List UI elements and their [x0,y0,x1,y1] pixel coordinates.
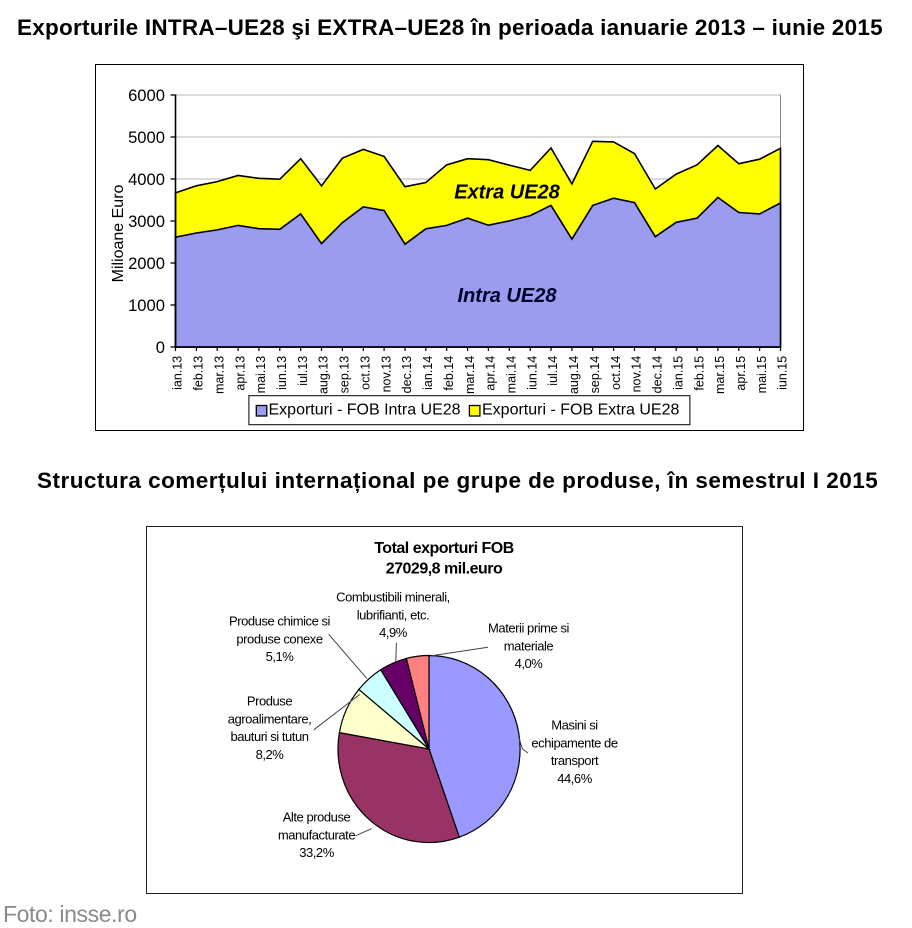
svg-text:ian.14: ian.14 [421,356,435,390]
svg-text:apr.13: apr.13 [233,356,247,391]
svg-text:1000: 1000 [128,296,165,315]
svg-text:Intra UE28: Intra UE28 [458,285,558,307]
svg-text:feb.14: feb.14 [442,356,456,391]
svg-text:mar.14: mar.14 [463,356,477,394]
svg-text:4,0%: 4,0% [515,656,544,671]
svg-text:ian.13: ian.13 [171,356,185,390]
svg-text:Extra UE28: Extra UE28 [454,182,560,204]
svg-text:mai.13: mai.13 [254,356,268,394]
svg-text:2000: 2000 [128,254,165,273]
svg-text:echipamente de: echipamente de [531,735,617,750]
svg-text:Combustibili minerali,: Combustibili minerali, [336,590,450,605]
svg-text:Milioane Euro: Milioane Euro [110,184,127,282]
svg-text:apr.14: apr.14 [484,356,498,391]
svg-text:mar.13: mar.13 [212,356,226,394]
svg-text:33,2%: 33,2% [299,845,335,860]
svg-text:Total exporturi FOB: Total exporturi FOB [374,540,514,557]
svg-text:aug.14: aug.14 [567,356,581,394]
svg-text:0: 0 [156,338,165,357]
svg-text:dec.13: dec.13 [400,356,414,394]
svg-text:3000: 3000 [128,212,165,231]
svg-text:nov.14: nov.14 [630,356,644,393]
svg-text:nov.13: nov.13 [379,356,393,393]
svg-text:44,6%: 44,6% [557,771,593,786]
svg-text:feb.13: feb.13 [192,356,206,391]
svg-text:iun.15: iun.15 [776,356,790,390]
svg-text:agroalimentare,: agroalimentare, [228,711,312,726]
svg-text:27029,8 mil.euro: 27029,8 mil.euro [386,561,503,578]
svg-text:manufacturate: manufacturate [278,827,355,842]
svg-text:iul.14: iul.14 [546,356,560,386]
svg-text:Masini si: Masini si [551,718,598,733]
svg-text:6000: 6000 [128,86,165,105]
svg-text:mai.15: mai.15 [755,356,769,394]
svg-text:materiale: materiale [504,638,554,653]
svg-text:5000: 5000 [128,128,165,147]
svg-text:iun.13: iun.13 [275,356,289,390]
svg-text:4,9%: 4,9% [379,625,408,640]
svg-text:8,2%: 8,2% [256,747,285,762]
svg-text:produse conexe: produse conexe [236,631,322,646]
svg-text:feb.15: feb.15 [692,356,706,391]
svg-text:sep.13: sep.13 [338,356,352,394]
svg-text:transport: transport [551,753,599,768]
svg-text:mai.14: mai.14 [505,356,519,394]
svg-text:Materii prime si: Materii prime si [488,621,569,636]
svg-text:iun.14: iun.14 [525,356,539,390]
svg-text:bauturi si tutun: bauturi si tutun [230,729,308,744]
svg-text:mar.15: mar.15 [713,356,727,394]
svg-text:Alte produse: Alte produse [283,810,351,825]
svg-text:lubrifianti, etc.: lubrifianti, etc. [357,607,430,622]
svg-text:dec.14: dec.14 [651,356,665,394]
svg-text:apr.15: apr.15 [734,356,748,391]
svg-text:5,1%: 5,1% [266,649,295,664]
svg-text:Exporturi - FOB Intra UE28: Exporturi - FOB Intra UE28 [269,402,461,419]
svg-text:iul.13: iul.13 [296,356,310,386]
svg-text:Produse chimice si: Produse chimice si [229,614,331,629]
svg-text:oct.14: oct.14 [609,356,623,390]
svg-text:sep.14: sep.14 [588,356,602,394]
svg-text:ian.15: ian.15 [671,356,685,390]
svg-text:Exporturi - FOB Extra UE28: Exporturi - FOB Extra UE28 [482,402,679,419]
svg-text:Produse: Produse [247,694,292,709]
svg-text:oct.13: oct.13 [359,356,373,390]
svg-text:4000: 4000 [128,170,165,189]
svg-text:aug.13: aug.13 [317,356,331,394]
